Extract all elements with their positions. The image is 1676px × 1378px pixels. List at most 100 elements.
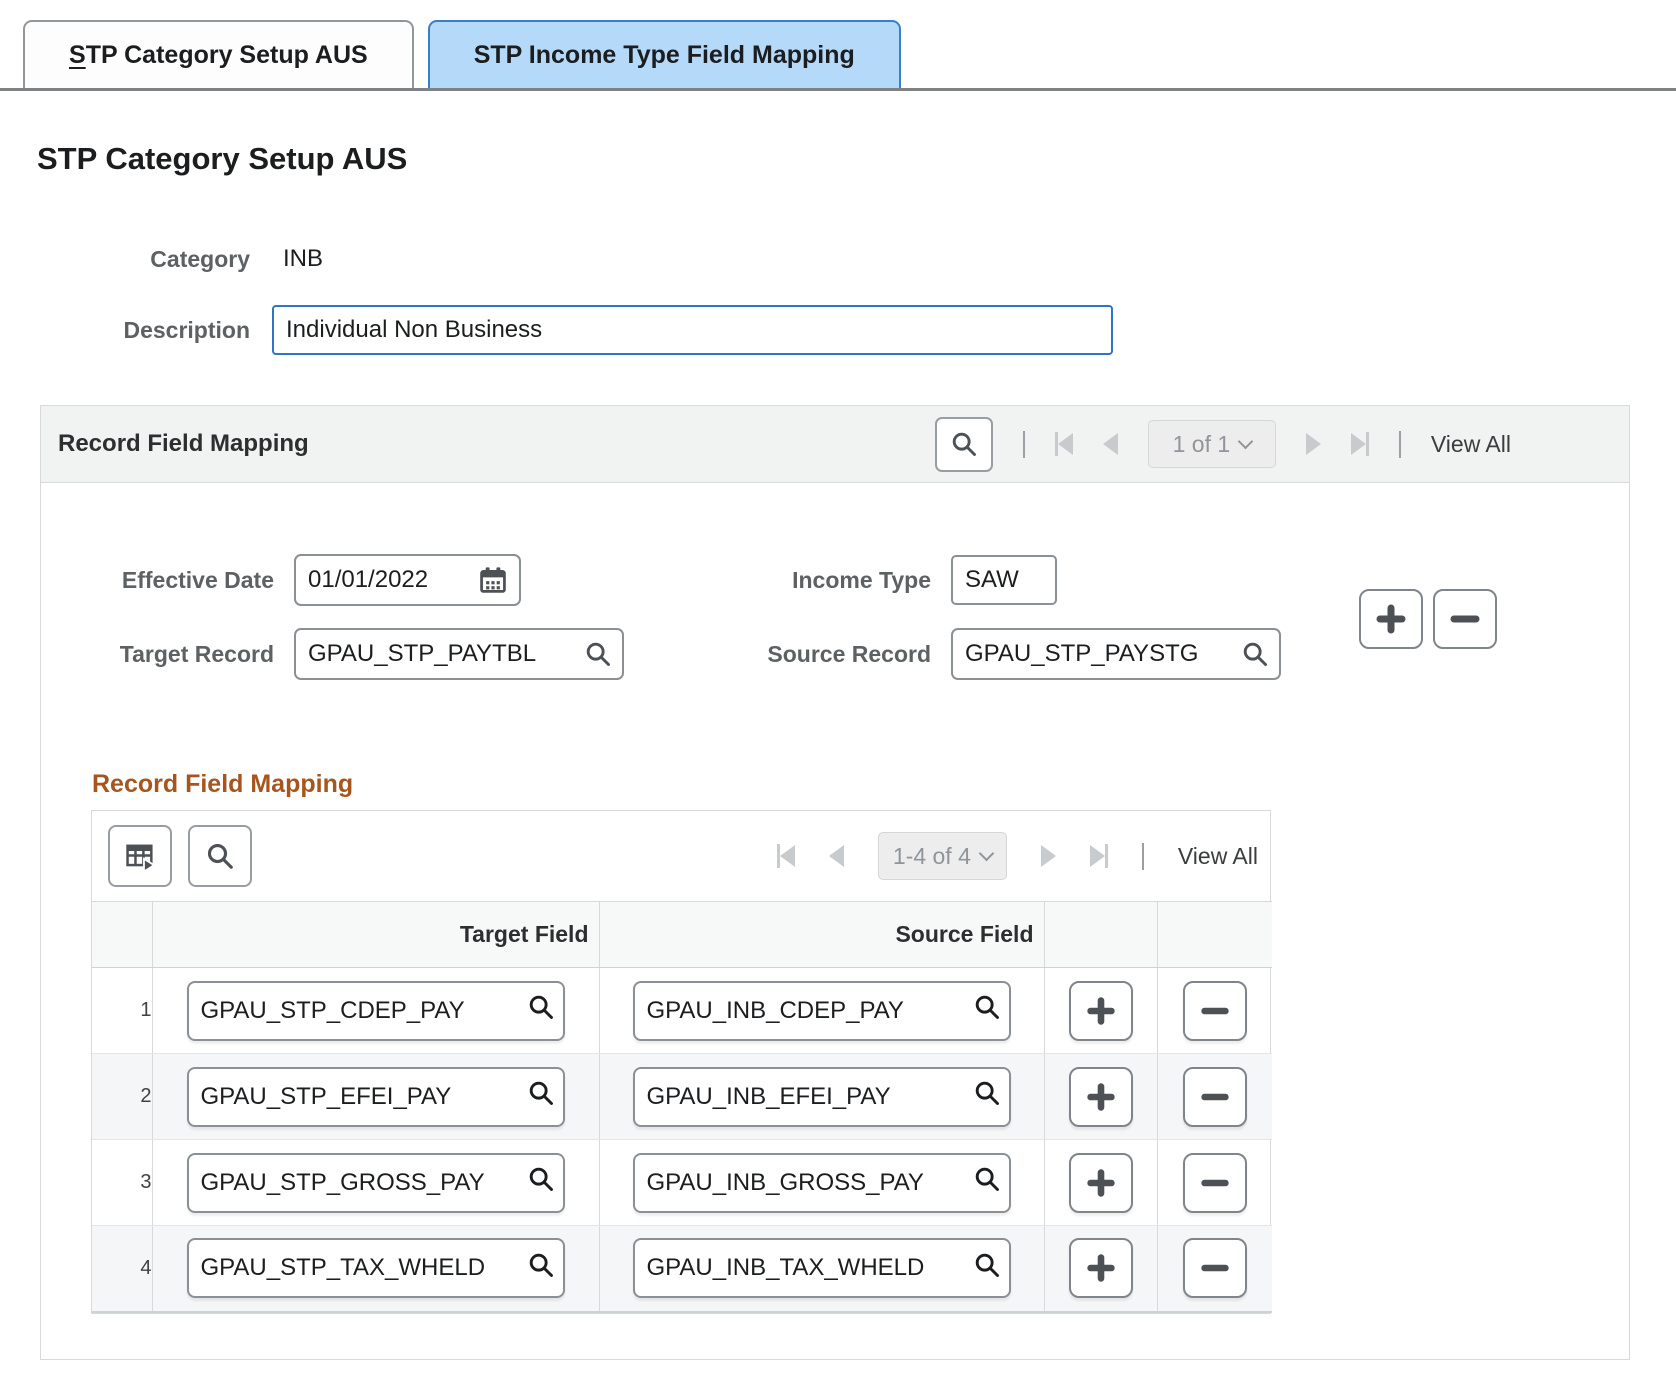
source-field-header: Source Field xyxy=(598,901,1044,968)
tab-label: TP Category Setup AUS xyxy=(85,40,368,69)
target-field-value: GPAU_STP_TAX_WHELD xyxy=(200,1254,486,1282)
add-row-button[interactable] xyxy=(1068,1238,1133,1299)
grid-find-button[interactable] xyxy=(188,825,252,887)
scroll-area-controls: 1 of 1 View All xyxy=(934,416,1511,472)
lookup-search-icon[interactable] xyxy=(973,993,1001,1028)
description-input[interactable] xyxy=(272,305,1113,355)
next-row-button[interactable] xyxy=(1040,845,1056,867)
plus-icon xyxy=(1084,1080,1118,1114)
grid-action-menu-button[interactable] xyxy=(108,825,172,887)
delete-row-button[interactable] xyxy=(1433,589,1497,649)
row-range-dropdown[interactable]: 1-4 of 4 xyxy=(877,832,1007,880)
table-header-row: Target Field Source Field xyxy=(92,901,1272,968)
source-field-input[interactable]: GPAU_INB_EFEI_PAY xyxy=(632,1066,1011,1127)
minus-icon xyxy=(1198,1166,1232,1200)
lookup-search-icon[interactable] xyxy=(1241,640,1269,668)
target-field-input[interactable]: GPAU_STP_CDEP_PAY xyxy=(186,980,565,1041)
target-field-input[interactable]: GPAU_STP_EFEI_PAY xyxy=(186,1066,565,1127)
description-row: Description xyxy=(37,305,1676,355)
tab-stp-income-type-field-mapping[interactable]: STP Income Type Field Mapping xyxy=(427,20,901,88)
first-row-button[interactable] xyxy=(776,844,795,868)
target-field-value: GPAU_STP_GROSS_PAY xyxy=(200,1168,485,1196)
view-all-link[interactable]: View All xyxy=(1430,430,1511,457)
minus-icon xyxy=(1447,601,1483,637)
source-record-field[interactable]: GPAU_STP_PAYSTG xyxy=(951,628,1281,680)
lookup-search-icon[interactable] xyxy=(973,1251,1001,1286)
previous-page-button[interactable] xyxy=(1102,433,1118,455)
grid-view-all-link[interactable]: View All xyxy=(1177,842,1258,869)
source-field-input[interactable]: GPAU_INB_GROSS_PAY xyxy=(632,1152,1011,1213)
plus-icon xyxy=(1084,1251,1118,1285)
income-type-value: SAW xyxy=(965,566,1019,593)
description-label: Description xyxy=(123,316,250,343)
grid-toolbar: 1-4 of 4 View All xyxy=(92,811,1270,901)
minus-icon xyxy=(1198,994,1232,1028)
source-field-value: GPAU_INB_GROSS_PAY xyxy=(646,1168,924,1196)
lookup-search-icon[interactable] xyxy=(973,1079,1001,1114)
lookup-search-icon[interactable] xyxy=(527,993,555,1028)
table-row: 2 GPAU_STP_EFEI_PAY GPAU_INB_EFEI_PAY xyxy=(92,1053,1272,1140)
first-page-button[interactable] xyxy=(1054,432,1073,456)
lookup-search-icon[interactable] xyxy=(584,640,612,668)
mapping-table: Target Field Source Field 1 GPAU_STP_CDE… xyxy=(92,901,1272,1313)
row-number: 1 xyxy=(92,967,152,1054)
last-row-button[interactable] xyxy=(1089,844,1108,868)
chevron-down-icon xyxy=(1237,433,1254,449)
category-value: INB xyxy=(283,245,324,272)
lookup-search-icon[interactable] xyxy=(973,1165,1001,1200)
page-title: STP Category Setup AUS xyxy=(37,141,408,176)
row-action-buttons xyxy=(1359,589,1497,649)
target-field-input[interactable]: GPAU_STP_GROSS_PAY xyxy=(186,1152,565,1213)
delete-row-button[interactable] xyxy=(1182,1238,1247,1299)
scroll-area-content: Effective Date 01/01/2022 xyxy=(41,554,1629,1314)
effective-date-field[interactable]: 01/01/2022 xyxy=(294,554,521,606)
minus-icon xyxy=(1198,1080,1232,1114)
lookup-search-icon[interactable] xyxy=(527,1079,555,1114)
divider xyxy=(1398,430,1401,458)
delete-row-button[interactable] xyxy=(1182,1066,1247,1127)
delete-row-button[interactable] xyxy=(1182,1152,1247,1213)
tab-stp-category-setup[interactable]: STP Category Setup AUS xyxy=(23,20,414,88)
row-number-header xyxy=(92,901,152,968)
source-field-value: GPAU_INB_TAX_WHELD xyxy=(646,1254,925,1282)
row-range-indicator: 1-4 of 4 xyxy=(892,842,971,869)
calendar-icon[interactable] xyxy=(477,564,509,596)
previous-row-button[interactable] xyxy=(828,845,844,867)
effective-date-value: 01/01/2022 xyxy=(308,566,429,593)
target-record-field[interactable]: GPAU_STP_PAYTBL xyxy=(294,628,624,680)
row-number: 4 xyxy=(92,1225,152,1313)
find-button[interactable] xyxy=(934,416,993,472)
plus-icon xyxy=(1084,1166,1118,1200)
next-page-button[interactable] xyxy=(1305,433,1321,455)
form-row: Effective Date 01/01/2022 xyxy=(91,554,1629,606)
form-row: Target Record GPAU_STP_PAYTBL Source Rec… xyxy=(91,628,1629,680)
lookup-search-icon[interactable] xyxy=(527,1165,555,1200)
tab-accesskey-letter: S xyxy=(69,40,86,69)
source-field-value: GPAU_INB_CDEP_PAY xyxy=(646,996,904,1024)
lookup-search-icon[interactable] xyxy=(527,1251,555,1286)
delete-row-button[interactable] xyxy=(1182,980,1247,1041)
add-row-button[interactable] xyxy=(1359,589,1423,649)
add-column-header xyxy=(1043,901,1157,968)
income-type-label: Income Type xyxy=(792,566,931,593)
search-icon xyxy=(205,841,235,871)
row-number: 3 xyxy=(92,1139,152,1226)
source-field-input[interactable]: GPAU_INB_TAX_WHELD xyxy=(632,1238,1011,1299)
target-record-value: GPAU_STP_PAYTBL xyxy=(308,640,537,667)
table-row: 1 GPAU_STP_CDEP_PAY GPAU_INB_CDEP_PAY xyxy=(92,967,1272,1054)
last-page-button[interactable] xyxy=(1350,432,1369,456)
add-row-button[interactable] xyxy=(1068,980,1133,1041)
tab-bar: STP Category Setup AUS STP Income Type F… xyxy=(0,0,1676,91)
income-type-field[interactable]: SAW xyxy=(951,555,1057,605)
add-row-button[interactable] xyxy=(1068,1066,1133,1127)
grid-title: Record Field Mapping xyxy=(92,770,354,798)
table-row: 3 GPAU_STP_GROSS_PAY GPAU_INB_GROSS_PAY xyxy=(92,1139,1272,1226)
target-field-value: GPAU_STP_EFEI_PAY xyxy=(200,1082,452,1110)
page-selector-dropdown[interactable]: 1 of 1 xyxy=(1147,420,1276,468)
record-field-mapping-grid: 1-4 of 4 View All Target Field xyxy=(91,810,1272,1314)
source-field-input[interactable]: GPAU_INB_CDEP_PAY xyxy=(632,980,1011,1041)
plus-icon xyxy=(1373,601,1409,637)
minus-icon xyxy=(1198,1251,1232,1285)
target-field-input[interactable]: GPAU_STP_TAX_WHELD xyxy=(186,1238,565,1299)
add-row-button[interactable] xyxy=(1068,1152,1133,1213)
